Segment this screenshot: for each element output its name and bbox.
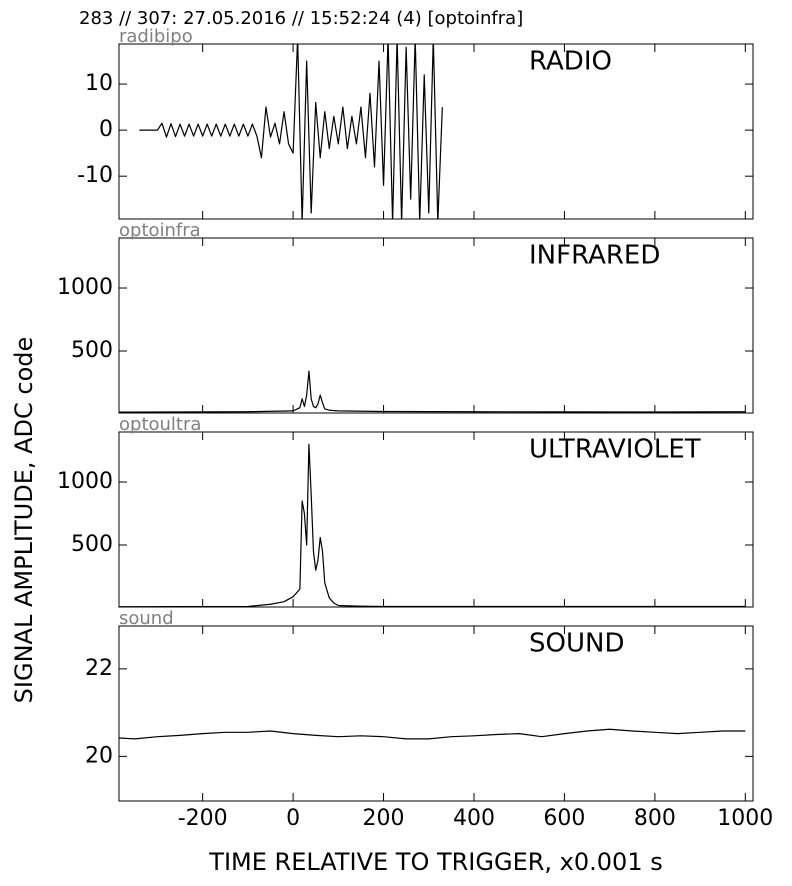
y-tick-label: 20 <box>85 743 113 768</box>
x-tick-label: 1000 <box>717 806 773 831</box>
x-tick-label: 200 <box>363 806 405 831</box>
x-tick-label: 600 <box>543 806 585 831</box>
channel-name: sound <box>119 608 174 629</box>
x-axis-label: TIME RELATIVE TO TRIGGER, x0.001 s <box>208 848 662 876</box>
x-tick-label: 400 <box>453 806 495 831</box>
panel-label: ULTRAVIOLET <box>529 435 701 465</box>
plot-area <box>139 44 443 219</box>
signal-line <box>119 728 746 740</box>
channel-name: radibipo <box>119 26 193 47</box>
axes-frame <box>118 43 754 220</box>
panel-label: RADIO <box>529 47 612 77</box>
signal-line <box>119 443 746 607</box>
channel-name: optoinfra <box>119 220 201 241</box>
signal-line <box>119 370 746 413</box>
x-tick-label: 800 <box>634 806 676 831</box>
plot-area <box>119 370 746 413</box>
y-tick-label: 500 <box>71 532 113 557</box>
x-tick-label: 0 <box>286 806 300 831</box>
plot-area <box>119 728 746 740</box>
channel-name: optoultra <box>119 414 201 435</box>
axes-frame <box>118 431 754 608</box>
y-tick-label: 1000 <box>57 469 113 494</box>
y-axis-label: SIGNAL AMPLITUDE, ADC code <box>10 337 38 704</box>
axes-frame <box>118 625 754 802</box>
y-tick-label: 10 <box>85 71 113 96</box>
panel-label: INFRARED <box>529 241 660 271</box>
y-tick-label: 1000 <box>57 275 113 300</box>
x-tick-label: -200 <box>178 806 228 831</box>
y-tick-label: 22 <box>85 656 113 681</box>
plot-area <box>119 443 746 607</box>
y-tick-label: 500 <box>71 338 113 363</box>
signal-line <box>139 44 443 219</box>
y-tick-label: -10 <box>77 163 113 188</box>
panel-label: SOUND <box>529 629 624 659</box>
axes-frame <box>118 237 754 414</box>
figure-title: 283 // 307: 27.05.2016 // 15:52:24 (4) [… <box>79 8 523 29</box>
y-tick-label: 0 <box>99 117 113 142</box>
